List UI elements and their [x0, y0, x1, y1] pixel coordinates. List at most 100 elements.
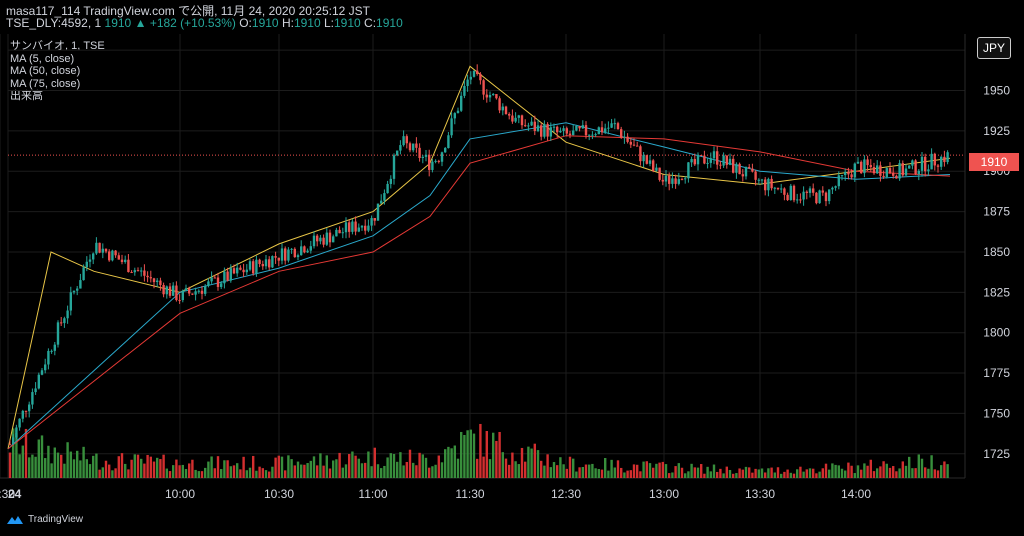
volume-bar [328, 468, 332, 478]
volume-bar [124, 463, 127, 478]
candle-body [79, 280, 82, 289]
volume-bar [613, 467, 616, 478]
volume-bar [8, 452, 12, 478]
candle-body [149, 277, 152, 279]
candle-body [760, 179, 764, 181]
candle-body [898, 163, 901, 179]
legend-ma5[interactable]: MA (5, close) [10, 52, 75, 65]
legend-ma75[interactable]: MA (75, close) [10, 77, 81, 90]
candle-body [549, 127, 552, 137]
candle-body [789, 185, 792, 201]
volume-bar [888, 467, 892, 478]
volume-bar [661, 461, 664, 478]
candle-body [389, 178, 392, 184]
volume-bar [242, 456, 245, 478]
volume-bar [72, 459, 76, 478]
footer-brand[interactable]: TradingView [6, 514, 83, 525]
volume-bar [783, 471, 786, 478]
volume-bar [716, 471, 719, 478]
candle-body [530, 121, 533, 126]
close-value: 1910 [376, 16, 403, 30]
currency-button[interactable]: JPY [977, 37, 1011, 59]
volume-bar [60, 454, 63, 478]
volume-bar [655, 463, 658, 478]
volume-bar [565, 468, 568, 478]
volume-bar [552, 462, 556, 478]
candle-body [616, 123, 620, 130]
candle-body [700, 155, 703, 157]
candle-body [88, 259, 92, 262]
candle-body [306, 250, 309, 253]
volume-bar [805, 469, 808, 478]
volume-bar [636, 464, 639, 478]
legend-ma50[interactable]: MA (50, close) [10, 65, 81, 77]
volume-bar [946, 464, 949, 478]
y-tick-label: 1725 [983, 447, 1010, 461]
legend-symbol[interactable]: サンバイオ, 1, TSE [10, 40, 105, 52]
candle-body [725, 155, 728, 165]
volume-bar [812, 468, 815, 478]
volume-bar [287, 455, 290, 478]
candle-body [888, 168, 892, 173]
legend-volume[interactable]: 出来高 [10, 90, 43, 102]
candle-body [690, 159, 693, 163]
volume-bar [898, 468, 901, 478]
candle-body [607, 127, 610, 129]
volume-bar [581, 467, 584, 478]
candle-body [802, 191, 805, 200]
x-tick-label: 11:30 [455, 487, 484, 501]
volume-bar [296, 461, 300, 478]
candle-body [904, 168, 908, 176]
x-tick-label: 14:30 [0, 487, 15, 501]
ma75-line [7, 135, 951, 450]
volume-bar [165, 468, 168, 478]
candle-body [405, 136, 408, 144]
volume-bar [143, 463, 146, 478]
candle-body [210, 277, 213, 282]
candle-body [581, 125, 584, 129]
volume-bar [415, 465, 418, 478]
volume-bar [856, 465, 860, 478]
volume-bar [623, 472, 626, 478]
x-tick-label: 24 [8, 487, 22, 501]
candle-body [207, 281, 210, 286]
candle-body [47, 350, 50, 365]
candle-body [98, 242, 101, 253]
candle-body [818, 190, 821, 204]
candle-body [767, 178, 770, 191]
candle-body [626, 136, 629, 142]
volume-bar [159, 459, 162, 478]
candle-body [869, 165, 872, 168]
candle-body [527, 125, 530, 127]
volume-bar [616, 460, 620, 478]
candle-body [828, 189, 831, 202]
high-value: 1910 [293, 16, 321, 30]
y-tick-label: 1950 [983, 84, 1010, 98]
candle-body [255, 259, 258, 274]
candle-body [239, 267, 242, 270]
volume-bar [549, 467, 552, 478]
candle-body [28, 404, 31, 412]
candle-body [876, 165, 879, 174]
volume-bar [44, 458, 47, 478]
volume-bar [437, 455, 440, 478]
candle-body [469, 76, 472, 80]
candle-body [130, 272, 133, 274]
candle-body [184, 288, 188, 291]
candle-body [325, 232, 328, 245]
candle-body [556, 126, 559, 133]
candle-body [412, 143, 415, 151]
candle-body [204, 285, 207, 294]
volume-bar [248, 467, 252, 478]
candle-body [104, 248, 108, 252]
candle-body [764, 179, 767, 191]
candle-body [552, 126, 556, 128]
candle-body [60, 322, 63, 324]
volume-bar [642, 461, 645, 478]
candle-body [495, 94, 498, 99]
candle-body [136, 270, 140, 272]
volume-bar [79, 460, 82, 478]
candle-body [114, 250, 117, 256]
candle-body [280, 248, 284, 261]
